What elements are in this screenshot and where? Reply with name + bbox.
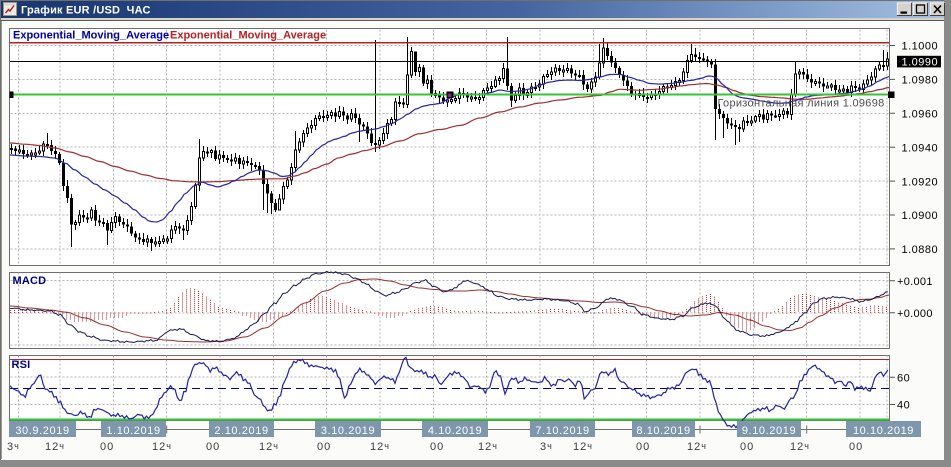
svg-text:3ч: 3ч [7, 441, 19, 453]
svg-text:1.0980: 1.0980 [902, 75, 939, 87]
svg-text:12ч: 12ч [370, 441, 389, 453]
svg-text:00: 00 [636, 441, 650, 453]
svg-text:12ч: 12ч [259, 441, 278, 453]
svg-text:00: 00 [100, 441, 114, 453]
svg-text:+0.001: +0.001 [897, 276, 933, 288]
svg-text:1.0940: 1.0940 [902, 142, 939, 154]
svg-text:9.10.2019: 9.10.2019 [742, 425, 796, 437]
svg-text:Exponential_Moving_Average: Exponential_Moving_Average [170, 30, 326, 42]
svg-text:2.10.2019: 2.10.2019 [214, 425, 268, 437]
svg-text:12ч: 12ч [152, 441, 171, 453]
svg-text:7.10.2019: 7.10.2019 [535, 425, 589, 437]
svg-text:10.10.2019: 10.10.2019 [853, 425, 914, 437]
svg-text:Горизонтальная линия 1.09698: Горизонтальная линия 1.09698 [718, 98, 885, 110]
svg-text:3ч: 3ч [540, 441, 552, 453]
svg-text:12ч: 12ч [478, 441, 497, 453]
svg-text:4.10.2019: 4.10.2019 [428, 425, 482, 437]
svg-text:40: 40 [897, 400, 910, 412]
svg-text:RSI: RSI [12, 359, 31, 371]
svg-text:1.10.2019: 1.10.2019 [106, 425, 160, 437]
svg-text:12ч: 12ч [45, 441, 64, 453]
svg-text:График EUR /USD ЧАС: График EUR /USD ЧАС [21, 5, 151, 17]
svg-text:1.0880: 1.0880 [902, 244, 939, 256]
svg-text:00: 00 [740, 441, 754, 453]
svg-text:12ч: 12ч [573, 441, 592, 453]
svg-text:30.9.2019: 30.9.2019 [15, 425, 69, 437]
svg-text:12ч: 12ч [687, 441, 706, 453]
svg-text:1.0920: 1.0920 [902, 176, 939, 188]
svg-text:MACD: MACD [13, 275, 47, 287]
svg-text:1.1000: 1.1000 [902, 41, 939, 53]
svg-text:8.10.2019: 8.10.2019 [636, 425, 690, 437]
svg-text:3.10.2019: 3.10.2019 [321, 425, 375, 437]
svg-text:1.0960: 1.0960 [902, 109, 939, 121]
svg-text:12ч: 12ч [790, 441, 809, 453]
svg-text:1.0990: 1.0990 [902, 57, 939, 69]
svg-text:1.0900: 1.0900 [902, 210, 939, 222]
svg-text:00: 00 [849, 441, 863, 453]
svg-text:00: 00 [430, 441, 444, 453]
svg-text:00: 00 [317, 441, 331, 453]
svg-text:+0.000: +0.000 [897, 308, 933, 320]
svg-text:Exponential_Moving_Average: Exponential_Moving_Average [13, 30, 169, 42]
svg-text:60: 60 [897, 372, 910, 384]
svg-text:00: 00 [206, 441, 220, 453]
